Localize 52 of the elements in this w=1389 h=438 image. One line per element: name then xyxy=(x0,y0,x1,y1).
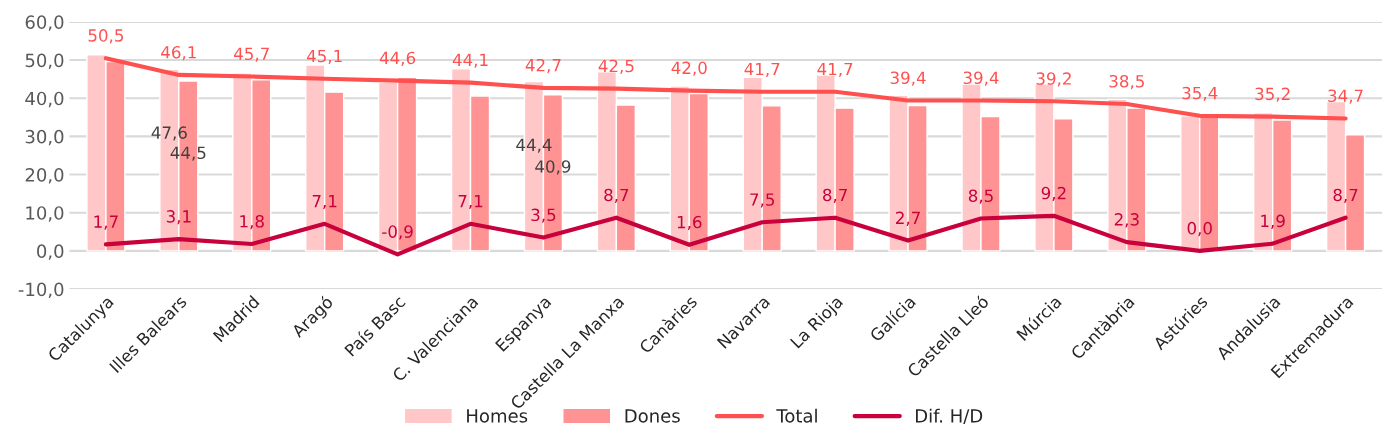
legend-label: Total xyxy=(776,408,817,423)
data-label: 44,1 xyxy=(452,53,488,68)
data-label: 0,0 xyxy=(1187,221,1212,237)
data-label: 2,7 xyxy=(896,211,920,226)
y-tick-label: 30,0 xyxy=(25,129,64,146)
data-label: 45,1 xyxy=(306,49,342,65)
data-label: 7,5 xyxy=(750,193,775,208)
y-tick-label: -10,0 xyxy=(18,282,64,299)
data-label: 42,5 xyxy=(598,59,634,74)
legend-label: Homes xyxy=(467,409,528,423)
data-label: 1,8 xyxy=(240,215,264,230)
data-label: 41,7 xyxy=(744,62,780,78)
data-label: 1,6 xyxy=(677,215,702,231)
data-label: 2,3 xyxy=(1114,213,1139,228)
data-label: 8,7 xyxy=(604,188,629,203)
data-label: 8,7 xyxy=(823,188,847,203)
data-label: 40,9 xyxy=(535,160,571,175)
data-label: 1,7 xyxy=(94,215,118,230)
data-label: 44,6 xyxy=(379,51,416,66)
y-tick-label: 50,0 xyxy=(25,53,64,70)
data-label: 8,7 xyxy=(1333,188,1358,203)
data-label: 44,5 xyxy=(170,146,206,161)
data-label: 38,5 xyxy=(1109,74,1144,90)
data-label: 34,7 xyxy=(1328,89,1363,104)
data-label: 47,6 xyxy=(151,126,187,141)
data-label: 50,5 xyxy=(88,29,124,44)
y-tick-label: 60,0 xyxy=(25,15,64,31)
data-label: -0,9 xyxy=(382,225,413,240)
data-label: 8,5 xyxy=(968,189,993,204)
data-label: 3,1 xyxy=(166,210,191,225)
data-label: 39,2 xyxy=(1036,72,1071,87)
data-label: 42,0 xyxy=(671,61,707,76)
y-tick-label: 40,0 xyxy=(25,91,64,108)
y-tick-label: 10,0 xyxy=(26,206,64,222)
data-label: 39,4 xyxy=(963,71,999,86)
legend-label: Dones xyxy=(625,409,680,423)
data-label: 41,7 xyxy=(817,62,853,78)
data-label: 7,1 xyxy=(458,194,483,210)
data-label: 35,4 xyxy=(1182,86,1218,102)
data-label: 45,7 xyxy=(234,47,269,62)
data-label: 39,4 xyxy=(890,71,926,86)
data-label: 42,7 xyxy=(525,58,561,74)
y-tick-label: 20,0 xyxy=(25,168,64,184)
data-label: 9,2 xyxy=(1041,186,1066,202)
data-label: 35,2 xyxy=(1255,87,1290,102)
data-label: 46,1 xyxy=(161,45,196,61)
legend-label: Dif. H/D xyxy=(916,408,983,425)
data-label: 44,4 xyxy=(516,138,552,153)
data-label: 1,9 xyxy=(1261,214,1285,229)
data-label: 3,5 xyxy=(531,208,556,223)
data-label: 7,1 xyxy=(312,194,337,210)
y-tick-label: 0,0 xyxy=(37,244,64,260)
